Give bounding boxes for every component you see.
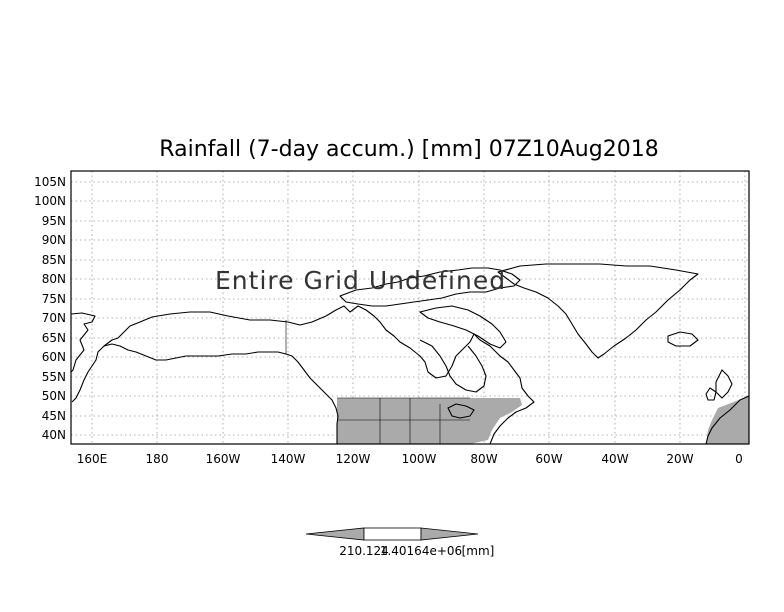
map-title: Rainfall (7-day accum.) [mm] 07Z10Aug201… (159, 137, 658, 162)
lon-tick-label: 80W (470, 452, 497, 466)
lon-tick-label: 160W (206, 452, 241, 466)
lon-tick-label: 0 (735, 452, 743, 466)
hudson-bay-coast (419, 339, 487, 393)
colorbar-label-mid: 1.40164e+06 (380, 544, 462, 558)
baffin-island (419, 305, 507, 349)
map-panel: Entire Grid Undefined (70, 170, 750, 445)
rainfall-data-region (337, 398, 522, 444)
greenland-coast (497, 263, 699, 359)
colorbar-left-triangle (305, 527, 365, 541)
lat-tick-label: 45N (42, 409, 66, 423)
europe-data-region (706, 396, 749, 444)
lon-tick-label: 120W (336, 452, 371, 466)
grid-lines (71, 171, 749, 444)
lat-tick-label: 90N (42, 233, 66, 247)
lat-tick-label: 95N (42, 214, 66, 228)
lon-tick-label: 20W (666, 452, 693, 466)
siberia-coast (70, 312, 96, 373)
colorbar-label-left: 210.124 (339, 544, 389, 558)
lat-tick-label: 85N (42, 253, 66, 267)
lon-tick-label: 160E (77, 452, 108, 466)
colorbar-unit: [mm] (462, 544, 495, 558)
lat-tick-label: 40N (42, 428, 66, 442)
iberia-coast (705, 395, 750, 445)
lat-tick-label: 70N (42, 311, 66, 325)
political-borders (285, 320, 470, 444)
ireland-coast (705, 387, 717, 401)
colorbar-middle-box (363, 527, 422, 541)
alaska-west-coast (71, 316, 153, 403)
lat-tick-label: 75N (42, 292, 66, 306)
lat-tick-labels: 105N 100N 95N 90N 85N 80N 75N 70N 65N 60… (34, 175, 66, 442)
iceland-coast (667, 331, 699, 347)
lat-tick-label: 60N (42, 350, 66, 364)
arctic-archipelago (339, 267, 521, 307)
map-frame (70, 170, 750, 445)
great-lakes (447, 403, 475, 419)
coastlines (70, 263, 750, 445)
lon-tick-label: 180 (146, 452, 169, 466)
lon-tick-label: 60W (535, 452, 562, 466)
lon-tick-label: 100W (402, 452, 437, 466)
undefined-grid-notice: Entire Grid Undefined (215, 266, 506, 295)
lat-tick-label: 55N (42, 370, 66, 384)
alaska-coast (151, 305, 535, 445)
lon-tick-label: 140W (271, 452, 306, 466)
lon-tick-label: 40W (601, 452, 628, 466)
alaska-south-coast (103, 343, 339, 444)
lon-tick-labels: 160E 180 160W 140W 120W 100W 80W 60W 40W… (77, 452, 743, 466)
lat-tick-label: 65N (42, 331, 66, 345)
colorbar: 210.124 1.40164e+06 [mm] (305, 527, 495, 558)
lat-tick-label: 50N (42, 389, 66, 403)
lat-tick-label: 105N (34, 175, 66, 189)
lat-tick-label: 80N (42, 272, 66, 286)
lat-tick-label: 100N (34, 194, 66, 208)
colorbar-right-triangle (420, 527, 479, 541)
europe-coast (715, 369, 733, 399)
